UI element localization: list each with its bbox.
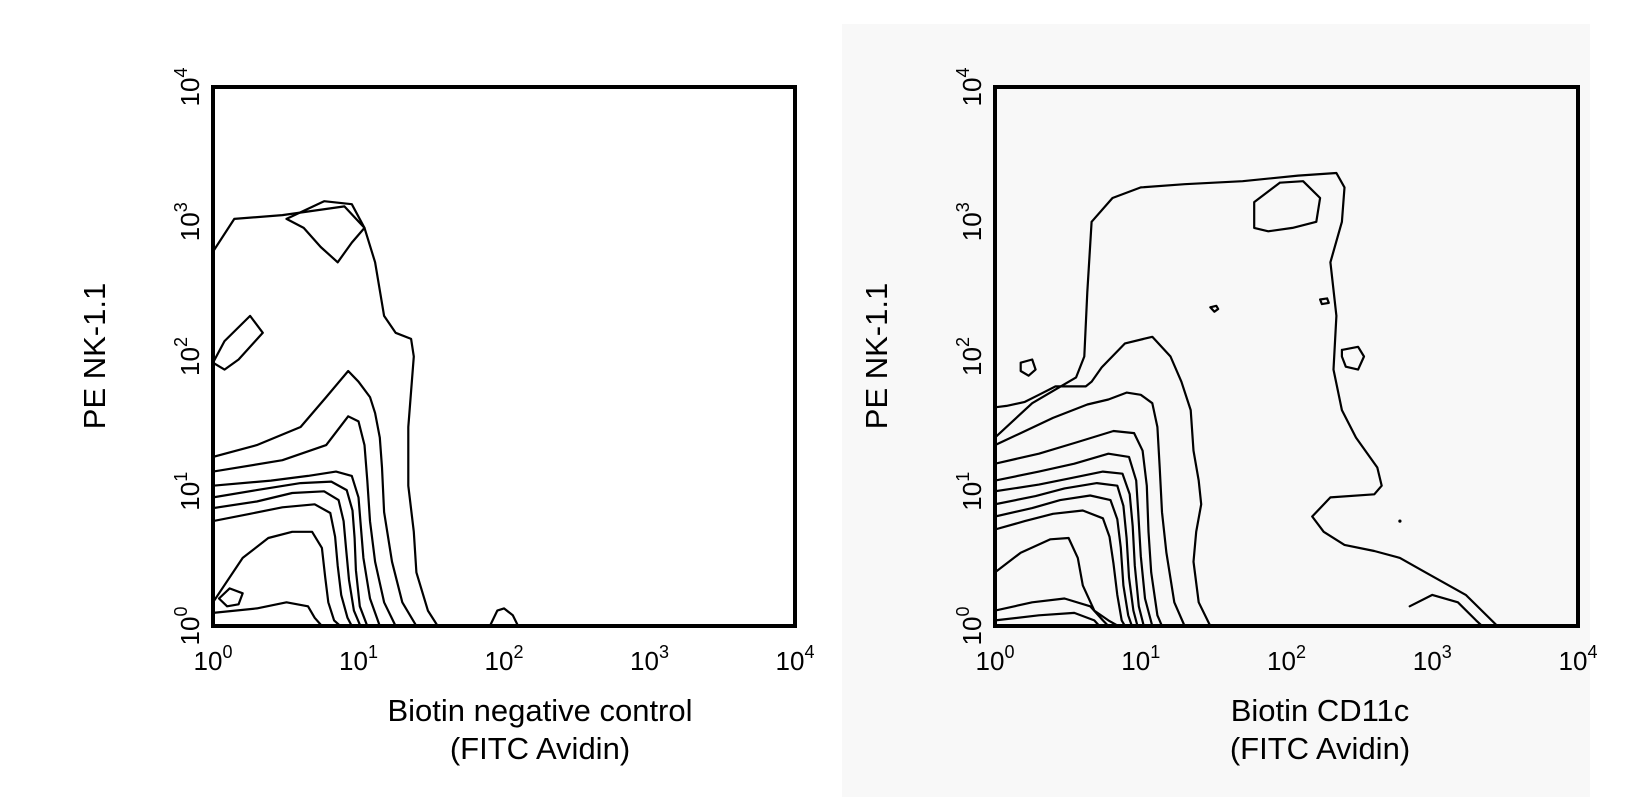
contour-line-left-2	[213, 314, 264, 371]
contour-line-left-10	[217, 587, 244, 608]
y-tick-label-left-0: 100	[171, 607, 205, 646]
stray-dot-right	[1398, 519, 1402, 523]
panel-left	[0, 0, 826, 797]
contour-line-left-6	[213, 480, 369, 626]
contour-line-right-14	[1209, 304, 1220, 313]
y-axis-label-left: PE NK-1.1	[77, 282, 112, 430]
contour-line-left-11	[213, 601, 323, 626]
contour-line-right-12	[995, 611, 1101, 626]
x-tick-label-right-2: 102	[1267, 642, 1306, 676]
x-tick-label-right-1: 101	[1121, 642, 1160, 676]
contour-line-right-10	[995, 536, 1120, 626]
x-tick-label-right-4: 104	[1559, 642, 1598, 676]
y-tick-label-right-0: 100	[953, 607, 987, 646]
x-tick-label-left-1: 101	[339, 642, 378, 676]
x-tick-label-right-0: 100	[976, 642, 1015, 676]
y-tick-label-left-3: 103	[171, 202, 205, 241]
contour-line-right-9	[995, 509, 1127, 626]
y-tick-label-left-4: 104	[171, 68, 205, 107]
chart-left: 100 101 102 103 104 100 101 102 103 104	[171, 68, 814, 676]
contour-line-right-11	[995, 597, 1110, 626]
x-axis-label-left: Biotin negative control (FITC Avidin)	[240, 692, 840, 768]
contour-line-right-1	[1253, 180, 1322, 233]
x-axis-label-left-line1: Biotin negative control	[387, 693, 693, 728]
contour-group-right	[995, 171, 1499, 626]
right-panel-background	[842, 24, 1590, 797]
contour-line-right-7	[995, 482, 1139, 626]
x-tick-label-left-2: 102	[485, 642, 524, 676]
x-tick-label-left-3: 103	[630, 642, 669, 676]
chart-right: 100 101 102 103 104 100 101 102 103 104	[953, 68, 1597, 676]
contour-line-right-0	[995, 171, 1499, 626]
plot-frame-left	[211, 85, 797, 628]
contour-line-left-5	[213, 470, 381, 626]
y-axis-label-right: PE NK-1.1	[859, 282, 894, 430]
contour-line-right-13	[1019, 358, 1037, 377]
contour-line-left-0	[213, 205, 439, 626]
contour-line-left-3	[213, 369, 418, 626]
contour-line-right-8	[995, 494, 1133, 626]
x-axis-label-left-line2: (FITC Avidin)	[449, 731, 631, 766]
contour-line-right-3	[995, 391, 1186, 626]
contour-line-right-15	[1340, 345, 1366, 371]
x-tick-label-right-3: 103	[1413, 642, 1452, 676]
contour-line-right-6	[995, 470, 1145, 626]
y-tick-label-right-4: 104	[953, 68, 987, 107]
contour-line-right-4	[995, 429, 1164, 626]
contour-line-left-4	[213, 415, 397, 626]
y-tick-label-right-3: 103	[953, 202, 987, 241]
contour-line-left-1	[285, 200, 366, 264]
plot-frame-right	[993, 85, 1580, 628]
y-tick-label-right-1: 101	[953, 472, 987, 511]
y-tick-label-right-2: 102	[953, 337, 987, 376]
x-axis-label-right-line2: (FITC Avidin)	[1229, 731, 1411, 766]
x-tick-label-left-4: 104	[776, 642, 815, 676]
y-tick-label-left-2: 102	[171, 337, 205, 376]
contour-line-left-7	[213, 490, 362, 626]
y-tick-label-left-1: 101	[171, 472, 205, 511]
contour-line-right-5	[995, 452, 1154, 626]
contour-group-left	[213, 200, 520, 626]
contour-line-left-9	[213, 530, 342, 626]
contour-line-left-12	[488, 607, 520, 626]
contour-line-left-8	[213, 503, 353, 626]
contour-line-right-2	[995, 335, 1212, 626]
contour-line-right-17	[1408, 593, 1484, 626]
x-axis-label-right-line1: Biotin CD11c	[1230, 693, 1410, 728]
x-axis-label-right: Biotin CD11c (FITC Avidin)	[1020, 692, 1620, 768]
contour-line-right-16	[1319, 297, 1330, 306]
x-tick-label-left-0: 100	[194, 642, 233, 676]
